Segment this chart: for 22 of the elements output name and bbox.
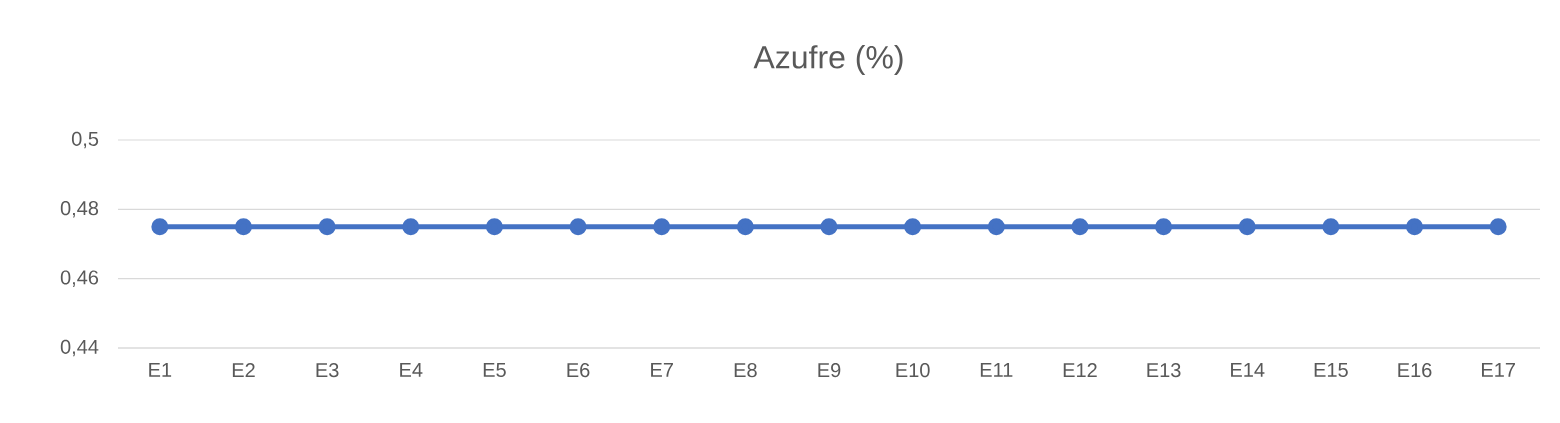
x-tick-label: E7	[651, 363, 673, 377]
x-tick-label: E16	[1398, 363, 1432, 378]
x-tick-label: E3	[316, 363, 339, 378]
x-tick-label: E17	[1482, 363, 1515, 377]
y-tick-label: 0,48	[60, 201, 99, 218]
x-tick-label: E9	[818, 363, 841, 378]
y-tick-label: 0,5	[71, 131, 99, 149]
y-tick-label: 0,44	[60, 339, 99, 357]
x-tick-label: E2	[232, 363, 255, 378]
x-tick-label: E6	[567, 363, 590, 378]
x-tick-label: E1	[149, 363, 172, 377]
x-tick-label: E8	[734, 363, 757, 378]
x-tick-label: E11	[980, 363, 1013, 377]
x-tick-label: E15	[1314, 363, 1348, 377]
x-tick-label: E12	[1063, 363, 1097, 378]
x-tick-label: E4	[400, 363, 423, 377]
x-tick-label: E13	[1147, 363, 1181, 378]
y-tick-label: 0,46	[60, 270, 99, 287]
chart-title: Azufre (%)	[753, 45, 903, 75]
x-tick-label: E14	[1231, 363, 1265, 377]
x-tick-label: E10	[896, 363, 930, 378]
x-tick-label: E5	[483, 363, 506, 377]
